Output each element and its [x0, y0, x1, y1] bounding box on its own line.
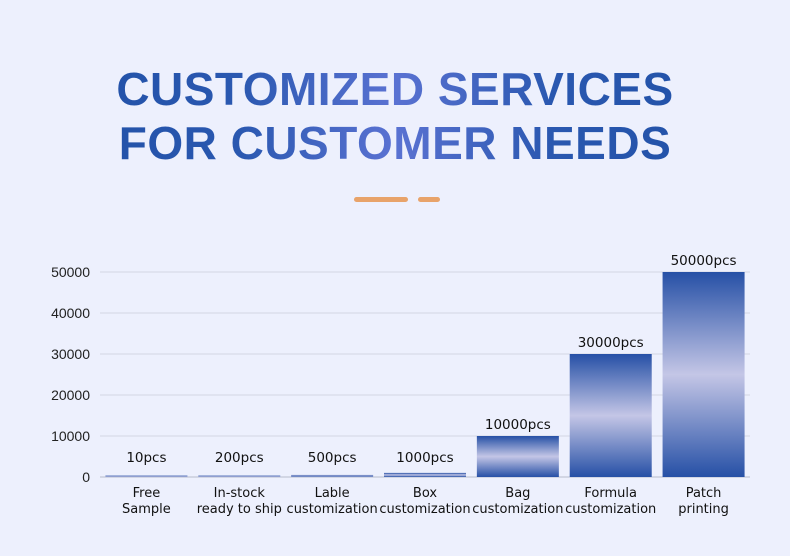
data-label: 200pcs — [215, 450, 264, 466]
x-tick-label: Box — [413, 486, 437, 501]
title-divider-short — [418, 197, 440, 202]
bar — [662, 272, 745, 477]
x-tick-label: ready to ship — [197, 502, 282, 517]
bar — [384, 472, 466, 477]
data-label: 50000pcs — [671, 253, 737, 269]
bar — [105, 475, 188, 477]
data-label: 1000pcs — [396, 450, 453, 466]
data-label: 500pcs — [308, 450, 357, 466]
bar — [476, 436, 559, 477]
x-tick-label: Formula — [584, 486, 637, 501]
x-tick-label: Lable — [315, 486, 350, 501]
y-tick-label: 30000 — [51, 346, 90, 362]
x-tick-label: customization — [565, 502, 656, 517]
bar — [569, 354, 652, 477]
x-tick-label: Sample — [122, 502, 171, 517]
x-tick-label: Free — [133, 486, 161, 501]
x-tick-label: customization — [472, 502, 563, 517]
x-tick-label: customization — [287, 502, 378, 517]
y-tick-label: 20000 — [51, 387, 90, 403]
data-label: 10pcs — [126, 450, 166, 466]
title-divider-long — [354, 197, 408, 202]
x-tick-label: customization — [379, 502, 470, 517]
x-tick-label: In-stock — [214, 486, 266, 501]
bar — [198, 475, 281, 477]
y-tick-label: 50000 — [51, 264, 90, 280]
x-tick-label: Bag — [505, 486, 530, 501]
data-label: 10000pcs — [485, 417, 551, 433]
x-tick-label: printing — [678, 502, 729, 517]
y-tick-label: 10000 — [51, 428, 90, 444]
y-tick-label: 0 — [82, 469, 90, 485]
data-label: 30000pcs — [578, 335, 644, 351]
x-tick-label: Patch — [686, 486, 722, 501]
y-tick-label: 40000 — [51, 305, 90, 321]
bar — [291, 474, 374, 477]
